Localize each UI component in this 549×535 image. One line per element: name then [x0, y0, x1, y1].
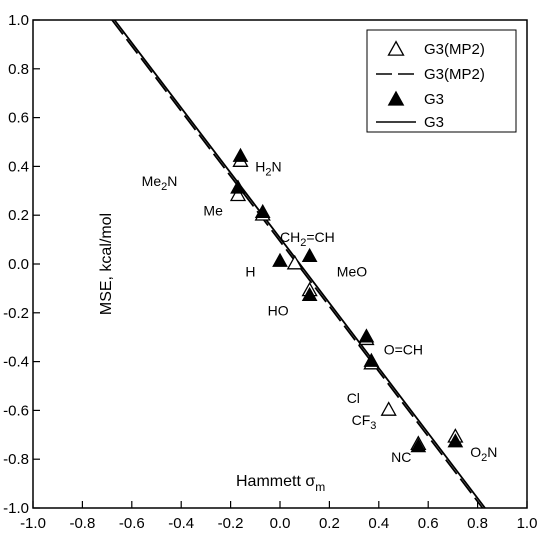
point-annotation: O=CH — [384, 341, 423, 357]
y-tick-label: 0.0 — [8, 256, 29, 273]
g3mp2-point — [382, 403, 396, 416]
point-annotation: MeO — [337, 263, 367, 279]
y-tick-label: -0.8 — [3, 451, 29, 468]
y-tick-label: 0.8 — [8, 61, 29, 78]
point-annotations: H2N Me2N Me CH2=CH H MeO HO O=CH Cl CF3 NC O2N — [142, 158, 498, 464]
y-tick-label: -1.0 — [3, 500, 29, 517]
legend-label-g3mp2-points: G3(MP2) — [424, 41, 485, 58]
x-tick-label: -0.8 — [69, 515, 95, 532]
y-tick-label: -0.4 — [3, 354, 29, 371]
x-axis-ticks: -1.0 -0.8 -0.6 -0.4 -0.2 0.0 0.2 0.4 0.6 0.8 1.0 — [20, 501, 537, 532]
x-tick-label: 0.2 — [319, 515, 340, 532]
y-tick-label: -0.6 — [3, 402, 29, 419]
data-points — [231, 149, 462, 452]
y-tick-label: -0.2 — [3, 305, 29, 322]
point-annotation: HO — [268, 302, 289, 318]
x-tick-label: 0.0 — [270, 515, 291, 532]
point-annotation: Cl — [347, 390, 360, 406]
legend-label-g3mp2-line: G3(MP2) — [424, 66, 485, 83]
x-axis-label-sub: m — [315, 480, 325, 494]
point-annotation: Me2N — [142, 173, 178, 193]
g3-point — [231, 181, 245, 194]
y-tick-label: 0.4 — [8, 158, 29, 175]
legend: G3(MP2) G3(MP2) G3 G3 — [367, 30, 516, 132]
x-tick-label: 0.6 — [418, 515, 439, 532]
x-axis-label: Hammett σm — [236, 473, 325, 494]
g3-point — [233, 149, 247, 162]
y-tick-label: 1.0 — [8, 12, 29, 29]
point-annotation: CF3 — [352, 412, 377, 432]
point-annotation: H2N — [255, 158, 281, 178]
x-tick-label: 0.4 — [368, 515, 389, 532]
g3-point — [303, 249, 317, 262]
x-tick-label: -0.6 — [119, 515, 145, 532]
x-tick-label: -0.2 — [218, 515, 244, 532]
x-tick-label: -1.0 — [20, 515, 46, 532]
point-annotation: Me — [203, 202, 223, 218]
point-annotation: CH2=CH — [280, 229, 335, 249]
x-axis-label-main: Hammett σ — [236, 473, 315, 490]
point-annotation: NC — [391, 449, 411, 465]
x-tick-label: -0.4 — [168, 515, 194, 532]
x-tick-label: 0.8 — [467, 515, 488, 532]
y-axis-ticks: 1.0 0.8 0.6 0.4 0.2 0.0 -0.2 -0.4 -0.6 -0.8 -1.0 — [3, 12, 40, 517]
y-tick-label: 0.2 — [8, 207, 29, 224]
point-annotation: H — [245, 263, 255, 279]
point-annotation: O2N — [470, 444, 497, 464]
g3-point — [359, 329, 373, 342]
g3-point — [273, 254, 287, 267]
y-tick-label: 0.6 — [8, 110, 29, 127]
legend-label-g3-points: G3 — [424, 91, 444, 108]
legend-label-g3-line: G3 — [424, 114, 444, 131]
y-axis-label: MSE, kcal/mol — [98, 213, 115, 315]
x-tick-label: 1.0 — [517, 515, 538, 532]
